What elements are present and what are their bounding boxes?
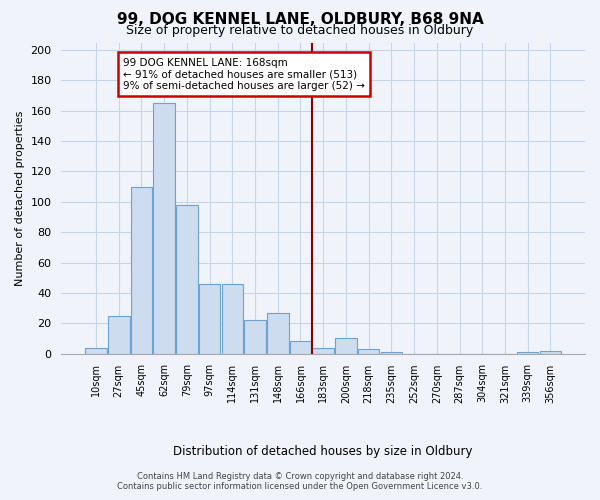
Bar — [313, 348, 334, 354]
Y-axis label: Number of detached properties: Number of detached properties — [15, 110, 25, 286]
Text: 99 DOG KENNEL LANE: 168sqm
← 91% of detached houses are smaller (513)
9% of semi: 99 DOG KENNEL LANE: 168sqm ← 91% of deta… — [123, 58, 365, 91]
X-axis label: Distribution of detached houses by size in Oldbury: Distribution of detached houses by size … — [173, 444, 473, 458]
Bar — [267, 312, 289, 354]
Bar — [85, 348, 107, 354]
Text: Size of property relative to detached houses in Oldbury: Size of property relative to detached ho… — [127, 24, 473, 37]
Bar — [221, 284, 243, 354]
Bar — [358, 349, 379, 354]
Bar — [290, 342, 311, 353]
Bar — [539, 350, 561, 354]
Bar — [244, 320, 266, 354]
Bar — [154, 103, 175, 354]
Bar — [380, 352, 402, 354]
Bar — [176, 205, 197, 354]
Text: 99, DOG KENNEL LANE, OLDBURY, B68 9NA: 99, DOG KENNEL LANE, OLDBURY, B68 9NA — [116, 12, 484, 28]
Bar — [108, 316, 130, 354]
Bar — [517, 352, 538, 354]
Bar — [131, 186, 152, 354]
Bar — [335, 338, 357, 353]
Text: Contains HM Land Registry data © Crown copyright and database right 2024.
Contai: Contains HM Land Registry data © Crown c… — [118, 472, 482, 491]
Bar — [199, 284, 220, 354]
